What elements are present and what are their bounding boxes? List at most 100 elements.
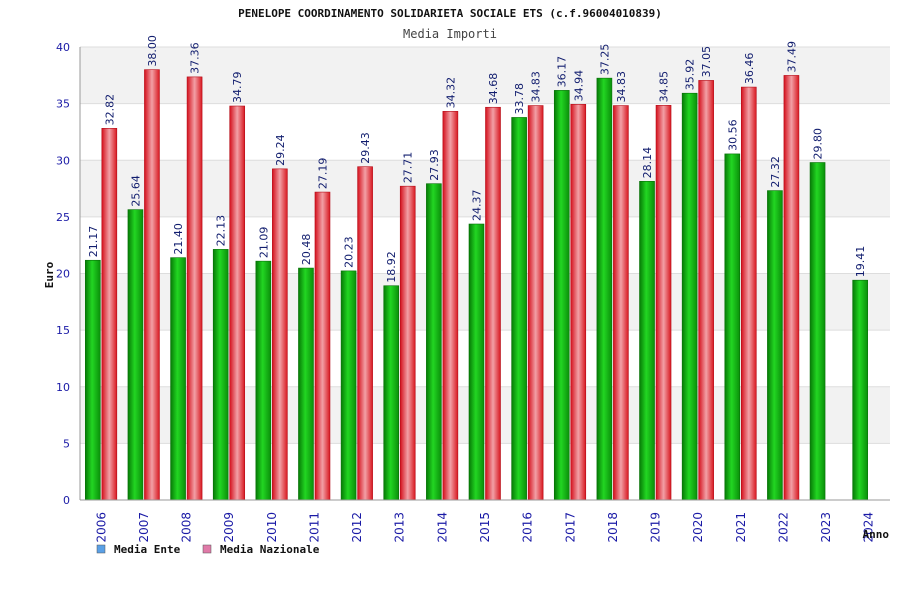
data-label-media-ente: 18.92 — [385, 251, 398, 283]
data-label-media-ente: 22.13 — [215, 215, 228, 246]
bar-media-nazionale — [527, 105, 544, 501]
bar-media-ente — [85, 259, 101, 501]
y-tick-label: 15 — [56, 324, 70, 337]
bar-media-nazionale — [229, 105, 246, 501]
bar-media-nazionale — [272, 168, 288, 501]
y-tick-label: 10 — [56, 381, 70, 394]
bar-media-nazionale — [485, 106, 501, 501]
bar-media-ente — [511, 117, 527, 501]
data-label-media-nazionale: 37.36 — [189, 42, 202, 74]
bar-media-nazionale — [314, 191, 331, 501]
y-tick-label: 20 — [56, 268, 70, 281]
y-tick-label: 25 — [56, 211, 70, 224]
x-tick-label: 2023 — [819, 512, 833, 543]
data-label-media-ente: 28.14 — [641, 147, 654, 179]
y-tick-label: 5 — [63, 437, 70, 450]
data-label-media-ente: 21.17 — [87, 226, 100, 258]
legend-swatch-media-nazionale — [202, 544, 212, 554]
bar-media-nazionale — [442, 111, 459, 501]
data-label-media-nazionale: 37.05 — [700, 46, 713, 78]
legend-label-media-ente: Media Ente — [114, 543, 181, 556]
x-tick-label: 2021 — [734, 512, 748, 543]
data-label-media-nazionale: 27.71 — [402, 152, 415, 184]
data-label-media-nazionale: 34.68 — [487, 73, 500, 105]
bar-media-ente — [724, 153, 741, 501]
x-tick-label: 2022 — [776, 512, 790, 543]
data-label-media-nazionale: 34.94 — [572, 70, 585, 102]
bar-media-nazionale — [783, 75, 800, 501]
data-label-media-ente: 30.56 — [726, 119, 739, 151]
bar-media-nazionale — [357, 166, 373, 501]
x-tick-label: 2008 — [180, 512, 194, 543]
x-tick-label: 2014 — [435, 512, 449, 543]
bar-media-nazionale — [144, 69, 160, 501]
bar-media-ente — [468, 223, 485, 501]
bar-media-ente — [852, 279, 868, 501]
data-label-media-ente: 21.09 — [257, 227, 270, 259]
x-tick-label: 2007 — [137, 512, 151, 543]
x-tick-label: 2006 — [94, 512, 108, 543]
y-tick-label: 35 — [56, 98, 70, 111]
data-label-media-nazionale: 29.43 — [359, 132, 372, 164]
bar-media-nazionale — [740, 86, 757, 501]
data-label-media-ente: 37.25 — [598, 44, 611, 76]
bar-media-ente — [681, 92, 698, 501]
data-label-media-ente: 29.80 — [812, 128, 825, 160]
data-label-media-nazionale: 29.24 — [274, 134, 287, 166]
data-label-media-ente: 27.32 — [769, 156, 782, 188]
x-tick-label: 2015 — [478, 512, 492, 543]
data-label-media-nazionale: 34.32 — [444, 77, 457, 109]
bar-media-nazionale — [101, 128, 118, 501]
bar-media-nazionale — [613, 105, 629, 501]
bar-media-nazionale — [186, 76, 203, 501]
x-tick-label: 2019 — [649, 512, 663, 543]
y-tick-label: 40 — [56, 41, 70, 54]
x-tick-label: 2017 — [563, 512, 577, 543]
data-label-media-ente: 24.37 — [471, 190, 484, 222]
y-axis-label: Euro — [43, 261, 56, 288]
x-axis-label: Anno — [863, 528, 890, 541]
data-label-media-nazionale: 34.83 — [530, 71, 543, 103]
data-label-media-nazionale: 34.85 — [658, 71, 671, 103]
bar-media-ente — [809, 162, 826, 501]
x-axis-ticks: 2006 2007 2008 2009 2010 2011 2012 2013 2014 2015… — [94, 512, 875, 543]
bar-media-ente — [127, 209, 144, 501]
bar-media-nazionale — [655, 105, 672, 501]
bar-media-ente — [639, 181, 655, 501]
y-tick-label: 30 — [56, 154, 70, 167]
legend-label-media-nazionale: Media Nazionale — [220, 543, 320, 556]
data-label-media-nazionale: 27.19 — [316, 158, 329, 190]
chart-subtitle: Media Importi — [403, 27, 497, 41]
bar-labels: 21.17 25.64 21.40 22.13 21.09 20.48 20.23 18.92… — [87, 35, 867, 283]
data-label-media-nazionale: 34.83 — [615, 71, 628, 103]
x-tick-label: 2020 — [691, 512, 705, 543]
bar-media-ente — [553, 90, 570, 501]
x-tick-label: 2013 — [393, 512, 407, 543]
y-tick-label: 0 — [63, 494, 70, 507]
data-label-media-ente: 19.41 — [854, 246, 867, 278]
x-tick-label: 2024 — [862, 512, 876, 543]
data-label-media-nazionale: 38.00 — [146, 35, 159, 67]
data-label-media-nazionale: 36.46 — [743, 53, 756, 85]
bar-media-nazionale — [570, 104, 587, 501]
bar-media-ente — [255, 260, 272, 501]
y-axis-ticks: 0 5 10 15 20 25 30 35 40 — [56, 41, 70, 507]
data-label-media-nazionale: 37.49 — [785, 41, 798, 73]
x-tick-label: 2016 — [521, 512, 535, 543]
data-label-media-ente: 36.17 — [556, 56, 569, 88]
x-tick-label: 2010 — [265, 512, 279, 543]
data-label-media-ente: 20.23 — [343, 236, 356, 268]
x-tick-label: 2018 — [606, 512, 620, 543]
data-label-media-ente: 33.78 — [513, 83, 526, 115]
legend-swatch-media-ente — [96, 544, 106, 554]
data-label-media-ente: 21.40 — [172, 223, 185, 255]
x-tick-label: 2011 — [307, 512, 321, 543]
bar-media-ente — [212, 249, 229, 501]
data-label-media-nazionale: 34.79 — [231, 72, 244, 103]
bar-media-ente — [170, 257, 186, 501]
data-label-media-ente: 35.92 — [684, 59, 697, 91]
bar-media-nazionale — [399, 185, 416, 501]
legend: Media Ente Media Nazionale — [96, 543, 320, 556]
bar-media-ente — [298, 267, 314, 501]
